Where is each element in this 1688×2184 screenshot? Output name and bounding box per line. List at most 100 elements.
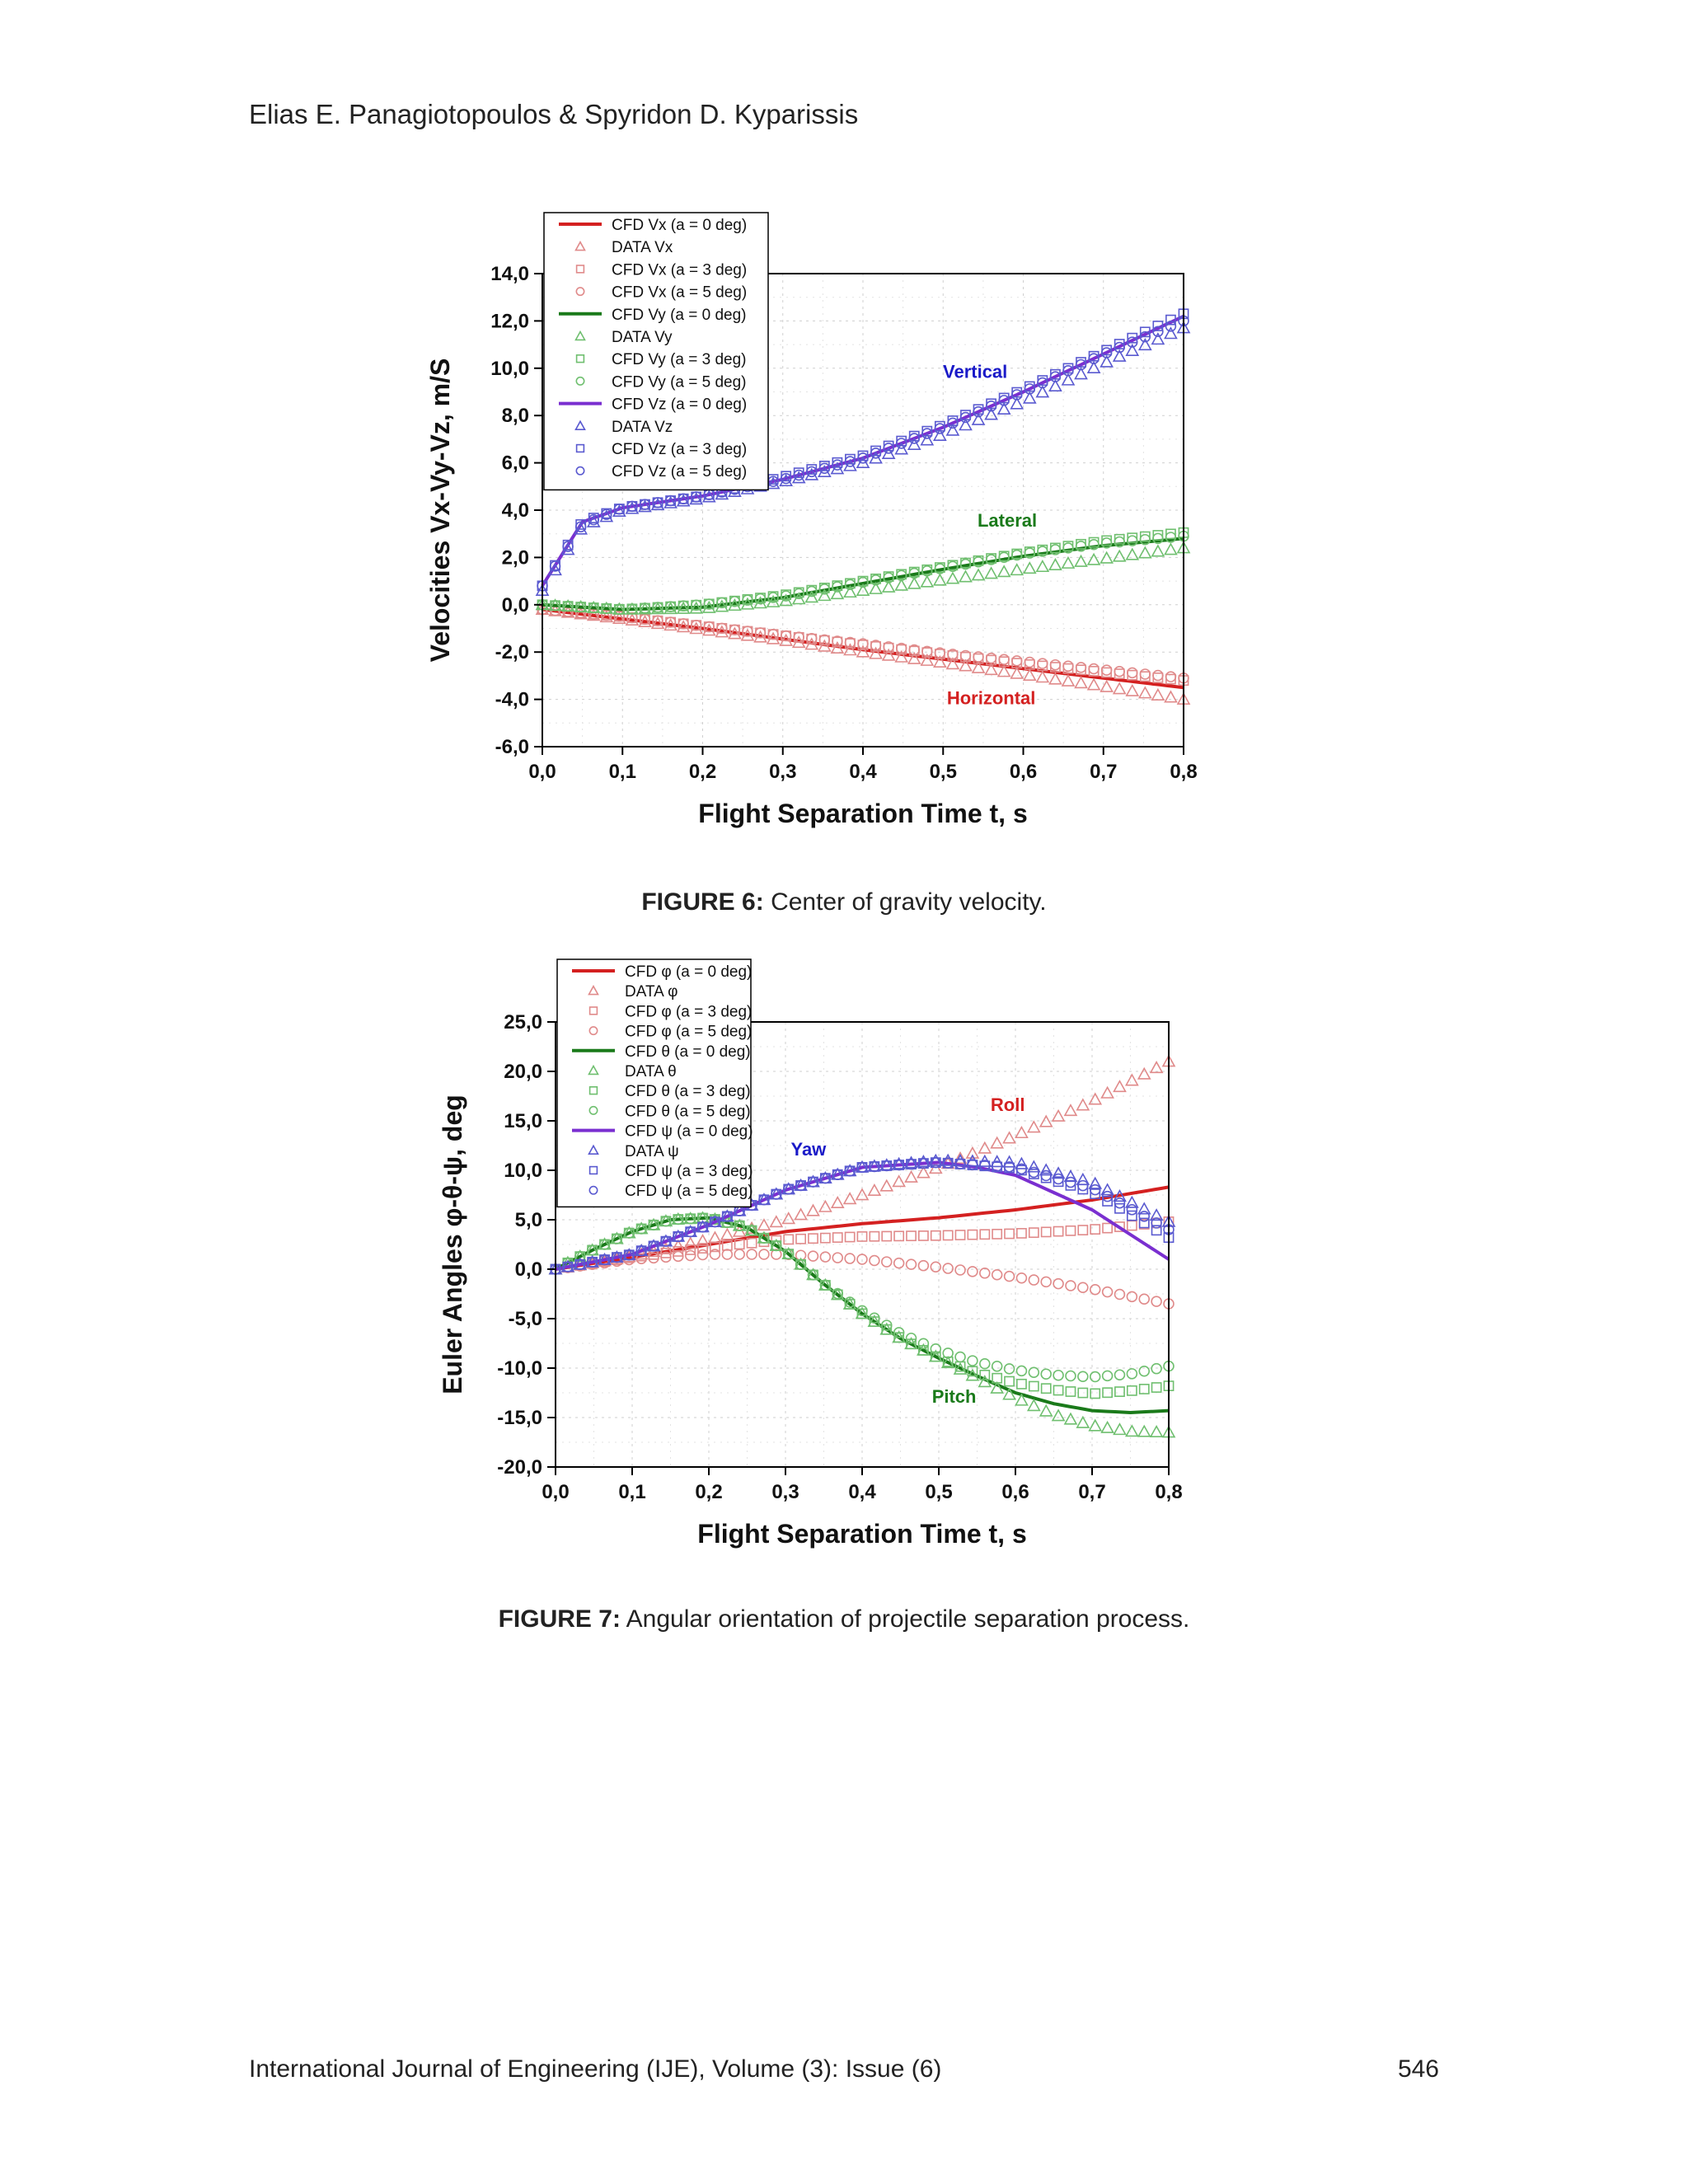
data-point — [1151, 544, 1165, 557]
series-group — [548, 1054, 1176, 1438]
legend-entry: CFD θ (a = 3 deg) — [625, 1083, 751, 1100]
data-point — [1088, 1418, 1103, 1432]
y-tick-label: 5,0 — [515, 1209, 542, 1231]
data-point — [883, 641, 894, 653]
legend-marker-swatch — [575, 287, 585, 297]
data-point — [1125, 343, 1140, 356]
data-point — [908, 433, 920, 444]
data-point — [1137, 1066, 1151, 1080]
data-point — [1138, 1365, 1150, 1377]
data-point — [920, 574, 935, 588]
data-point — [601, 602, 612, 615]
data-point — [1010, 389, 1023, 401]
data-point — [673, 1245, 684, 1257]
data-point — [1138, 1217, 1150, 1229]
data-point — [685, 1244, 696, 1255]
data-point — [1040, 1276, 1052, 1288]
legend-entry: CFD θ (a = 5 deg) — [625, 1103, 751, 1120]
data-point — [984, 407, 998, 420]
legend-entry: CFD Vx (a = 0 deg) — [612, 217, 747, 234]
data-point — [1002, 1131, 1016, 1144]
legend-entry: CFD φ (a = 0 deg) — [625, 963, 752, 981]
data-point — [844, 1296, 856, 1308]
data-point — [1074, 676, 1088, 689]
data-point — [990, 1136, 1005, 1149]
data-point — [601, 509, 612, 520]
data-point — [1049, 371, 1062, 382]
data-point — [819, 1172, 832, 1184]
data-point — [979, 1160, 991, 1171]
data-point — [1015, 1393, 1029, 1406]
data-point — [1051, 1108, 1066, 1122]
data-point — [1010, 563, 1025, 576]
data-point — [842, 1192, 857, 1205]
series-annotation: Horizontal — [947, 687, 1036, 708]
data-point — [1039, 1163, 1053, 1176]
data-point — [1127, 535, 1138, 546]
x-axis-label: Flight Separation Time t, s — [697, 1519, 1026, 1549]
data-point — [1125, 547, 1140, 560]
data-point — [1026, 1399, 1041, 1412]
data-point — [586, 608, 601, 621]
data-point — [696, 1233, 710, 1247]
series-annotation: Lateral — [978, 510, 1037, 531]
data-point — [934, 563, 946, 574]
data-point — [793, 469, 804, 481]
data-point — [869, 646, 883, 659]
data-point — [856, 583, 870, 596]
data-point — [973, 651, 984, 663]
data-point — [1100, 354, 1114, 368]
data-point — [1102, 1387, 1113, 1399]
data-point — [611, 1233, 623, 1244]
data-point — [892, 1156, 906, 1169]
data-point — [930, 1343, 942, 1355]
data-point — [940, 1356, 955, 1369]
data-point — [894, 649, 909, 663]
data-point — [1016, 1378, 1027, 1390]
data-point — [754, 593, 767, 605]
data-point — [648, 1249, 659, 1260]
data-point — [684, 1249, 696, 1262]
data-point — [729, 596, 741, 607]
figure-7-text: Angular orientation of projectile separa… — [626, 1605, 1190, 1633]
data-point — [973, 555, 984, 568]
data-point — [613, 611, 626, 622]
legend-marker-swatch — [588, 1185, 598, 1195]
data-point — [830, 640, 845, 654]
data-point — [1151, 1296, 1162, 1307]
data-point — [626, 603, 638, 615]
data-point — [996, 565, 1011, 578]
data-point — [1062, 542, 1074, 554]
data-point — [984, 566, 998, 579]
data-point — [817, 639, 832, 652]
data-point — [771, 1188, 782, 1200]
data-point — [598, 1254, 611, 1266]
data-point — [794, 1207, 808, 1221]
data-point — [1126, 1368, 1138, 1380]
data-point — [1004, 1228, 1015, 1240]
x-tick-label: 0,4 — [849, 761, 877, 783]
data-point — [664, 494, 677, 507]
data-point — [574, 1250, 586, 1263]
data-point — [928, 1153, 943, 1166]
data-point — [1077, 1225, 1089, 1235]
y-tick-label: 15,0 — [504, 1110, 542, 1132]
data-point — [660, 1251, 672, 1263]
data-point — [696, 1221, 709, 1233]
data-point — [1100, 537, 1113, 549]
data-point — [933, 654, 947, 668]
data-point — [613, 503, 626, 515]
data-point — [676, 494, 691, 507]
data-point — [1015, 1125, 1029, 1139]
data-point — [806, 585, 818, 598]
data-point — [1137, 1202, 1151, 1215]
data-point — [721, 1240, 733, 1251]
y-tick-label: -10,0 — [497, 1357, 542, 1380]
x-tick-label: 0,8 — [1170, 761, 1197, 783]
legend-box — [556, 958, 752, 1208]
data-point — [992, 1372, 1003, 1384]
data-point — [869, 1316, 880, 1327]
data-point — [1062, 660, 1074, 673]
data-point — [1028, 1380, 1039, 1392]
data-point — [673, 1250, 684, 1263]
